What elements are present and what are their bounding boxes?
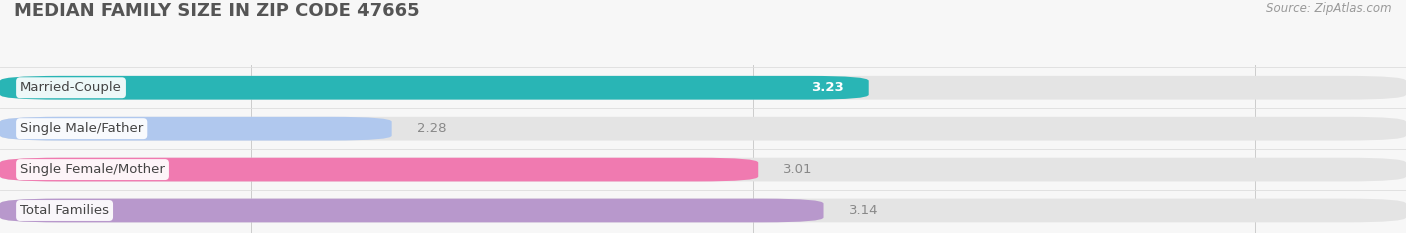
Text: MEDIAN FAMILY SIZE IN ZIP CODE 47665: MEDIAN FAMILY SIZE IN ZIP CODE 47665 — [14, 2, 419, 20]
Text: 2.28: 2.28 — [416, 122, 446, 135]
Text: Single Female/Mother: Single Female/Mother — [20, 163, 165, 176]
FancyBboxPatch shape — [0, 117, 1406, 140]
FancyBboxPatch shape — [0, 76, 869, 100]
FancyBboxPatch shape — [0, 199, 1406, 222]
Text: 3.23: 3.23 — [811, 81, 844, 94]
FancyBboxPatch shape — [0, 199, 824, 222]
Text: Total Families: Total Families — [20, 204, 110, 217]
FancyBboxPatch shape — [0, 158, 758, 182]
FancyBboxPatch shape — [0, 158, 1406, 182]
Text: Source: ZipAtlas.com: Source: ZipAtlas.com — [1267, 2, 1392, 15]
Text: Married-Couple: Married-Couple — [20, 81, 122, 94]
Text: 3.14: 3.14 — [849, 204, 879, 217]
FancyBboxPatch shape — [0, 117, 392, 140]
Text: Single Male/Father: Single Male/Father — [20, 122, 143, 135]
Text: 3.01: 3.01 — [783, 163, 813, 176]
FancyBboxPatch shape — [0, 76, 1406, 100]
